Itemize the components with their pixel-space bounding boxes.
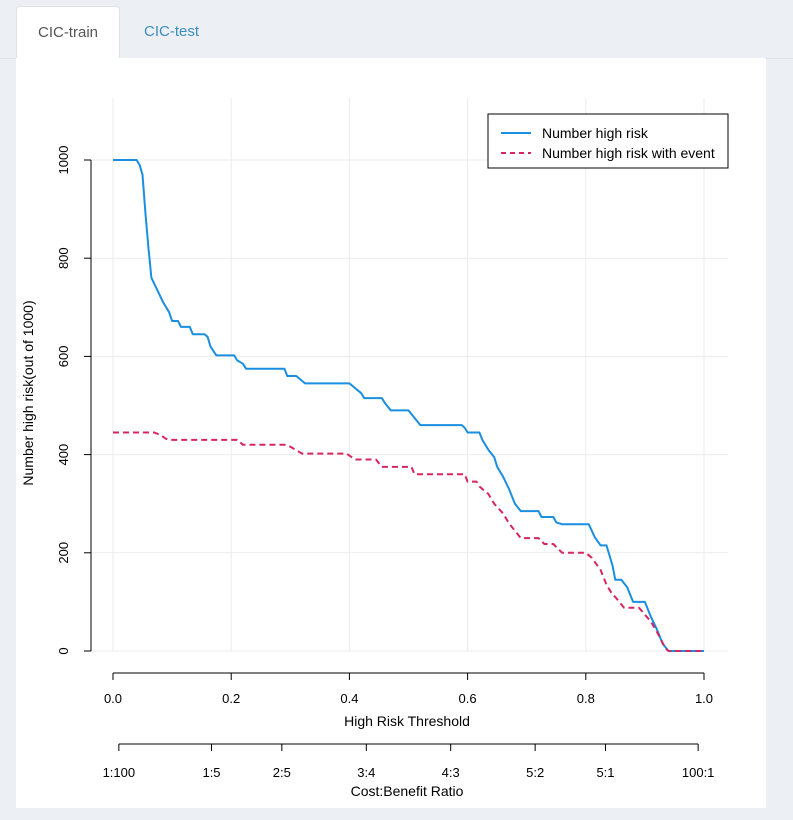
- x-tick-label-1: 0.2: [222, 691, 240, 706]
- grid-lines: [91, 98, 728, 652]
- y-axis-label: Number high risk(out of 1000): [20, 300, 36, 485]
- cost-benefit-tick-label-4: 4:3: [442, 765, 460, 780]
- tab-bar: CIC-train CIC-test: [0, 0, 793, 59]
- cost-benefit-label: Cost:Benefit Ratio: [351, 783, 464, 799]
- y-tick-label-5: 1000: [56, 146, 71, 175]
- x-tick-label-2: 0.4: [340, 691, 358, 706]
- legend-label-high-risk-event: Number high risk with event: [542, 145, 715, 161]
- x-tick-label-5: 1.0: [695, 691, 713, 706]
- legend: Number high risk Number high risk with e…: [487, 113, 729, 169]
- x-axis-label: High Risk Threshold: [344, 713, 470, 729]
- x-tick-label-4: 0.8: [577, 691, 595, 706]
- cost-benefit-tick-label-0: 1:100: [103, 765, 136, 780]
- y-tick-label-0: 0: [56, 647, 71, 654]
- legend-box: [487, 113, 729, 169]
- cost-benefit-tick-label-1: 1:5: [202, 765, 220, 780]
- tab-cic-train[interactable]: CIC-train: [16, 6, 120, 59]
- y-tick-label-3: 600: [56, 346, 71, 368]
- tab-cic-test[interactable]: CIC-test: [144, 23, 200, 40]
- y-tick-label-2: 400: [56, 444, 71, 466]
- cost-benefit-tick-label-6: 5:1: [596, 765, 614, 780]
- cic-chart: 0 200 400 600 800 1000 0.0 0.2 0.4 0.6 0.8 1.0 1:100…: [20, 98, 729, 799]
- cost-benefit-tick-label-2: 2:5: [273, 765, 291, 780]
- axes: 0 200 400 600 800 1000 0.0 0.2 0.4 0.6 0.8 1.0 1:100…: [56, 146, 714, 780]
- cost-benefit-tick-label-5: 5:2: [526, 765, 544, 780]
- series-lines: [113, 159, 704, 652]
- legend-label-high-risk: Number high risk: [542, 125, 649, 141]
- cost-benefit-tick-label-7: 100:1: [682, 765, 715, 780]
- series-line-high-risk-event: [113, 431, 704, 652]
- y-tick-label-4: 800: [56, 247, 71, 269]
- chart-panel: 0 200 400 600 800 1000 0.0 0.2 0.4 0.6 0.8 1.0 1:100…: [16, 58, 766, 808]
- x-tick-label-3: 0.6: [459, 691, 477, 706]
- x-tick-label-0: 0.0: [104, 691, 122, 706]
- series-line-high-risk: [113, 159, 704, 652]
- y-tick-label-1: 200: [56, 542, 71, 564]
- cost-benefit-tick-label-3: 3:4: [357, 765, 375, 780]
